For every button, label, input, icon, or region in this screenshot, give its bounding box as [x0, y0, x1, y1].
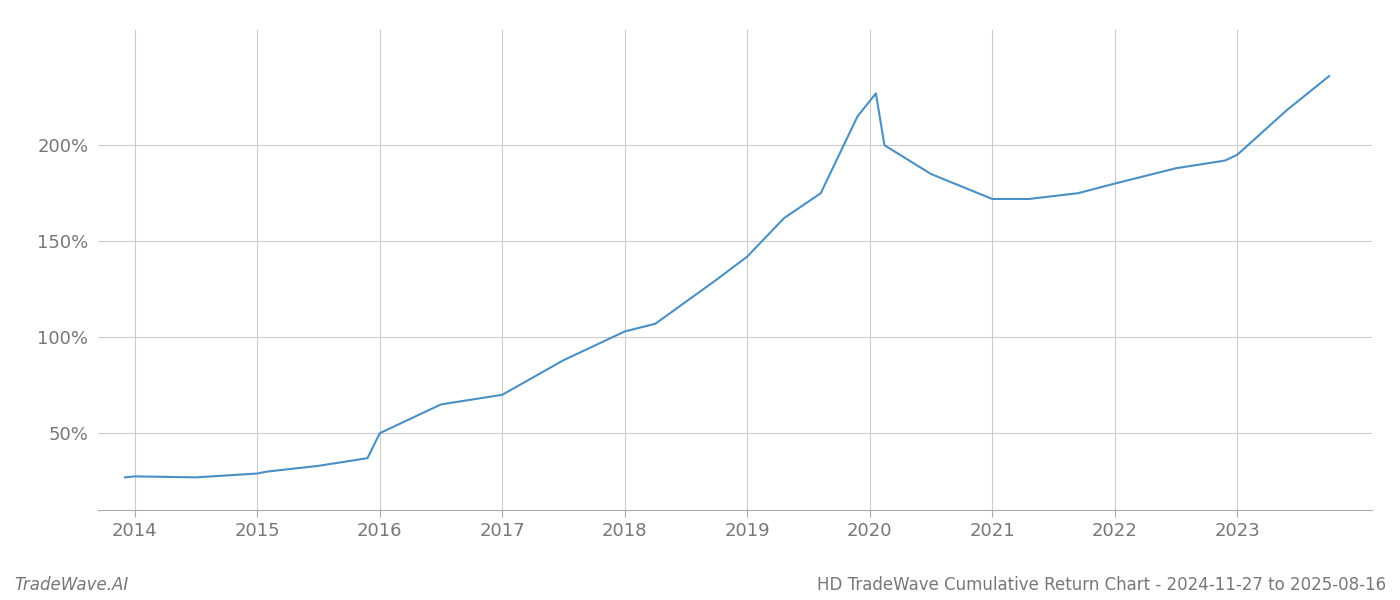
Text: TradeWave.AI: TradeWave.AI	[14, 576, 129, 594]
Text: HD TradeWave Cumulative Return Chart - 2024-11-27 to 2025-08-16: HD TradeWave Cumulative Return Chart - 2…	[816, 576, 1386, 594]
